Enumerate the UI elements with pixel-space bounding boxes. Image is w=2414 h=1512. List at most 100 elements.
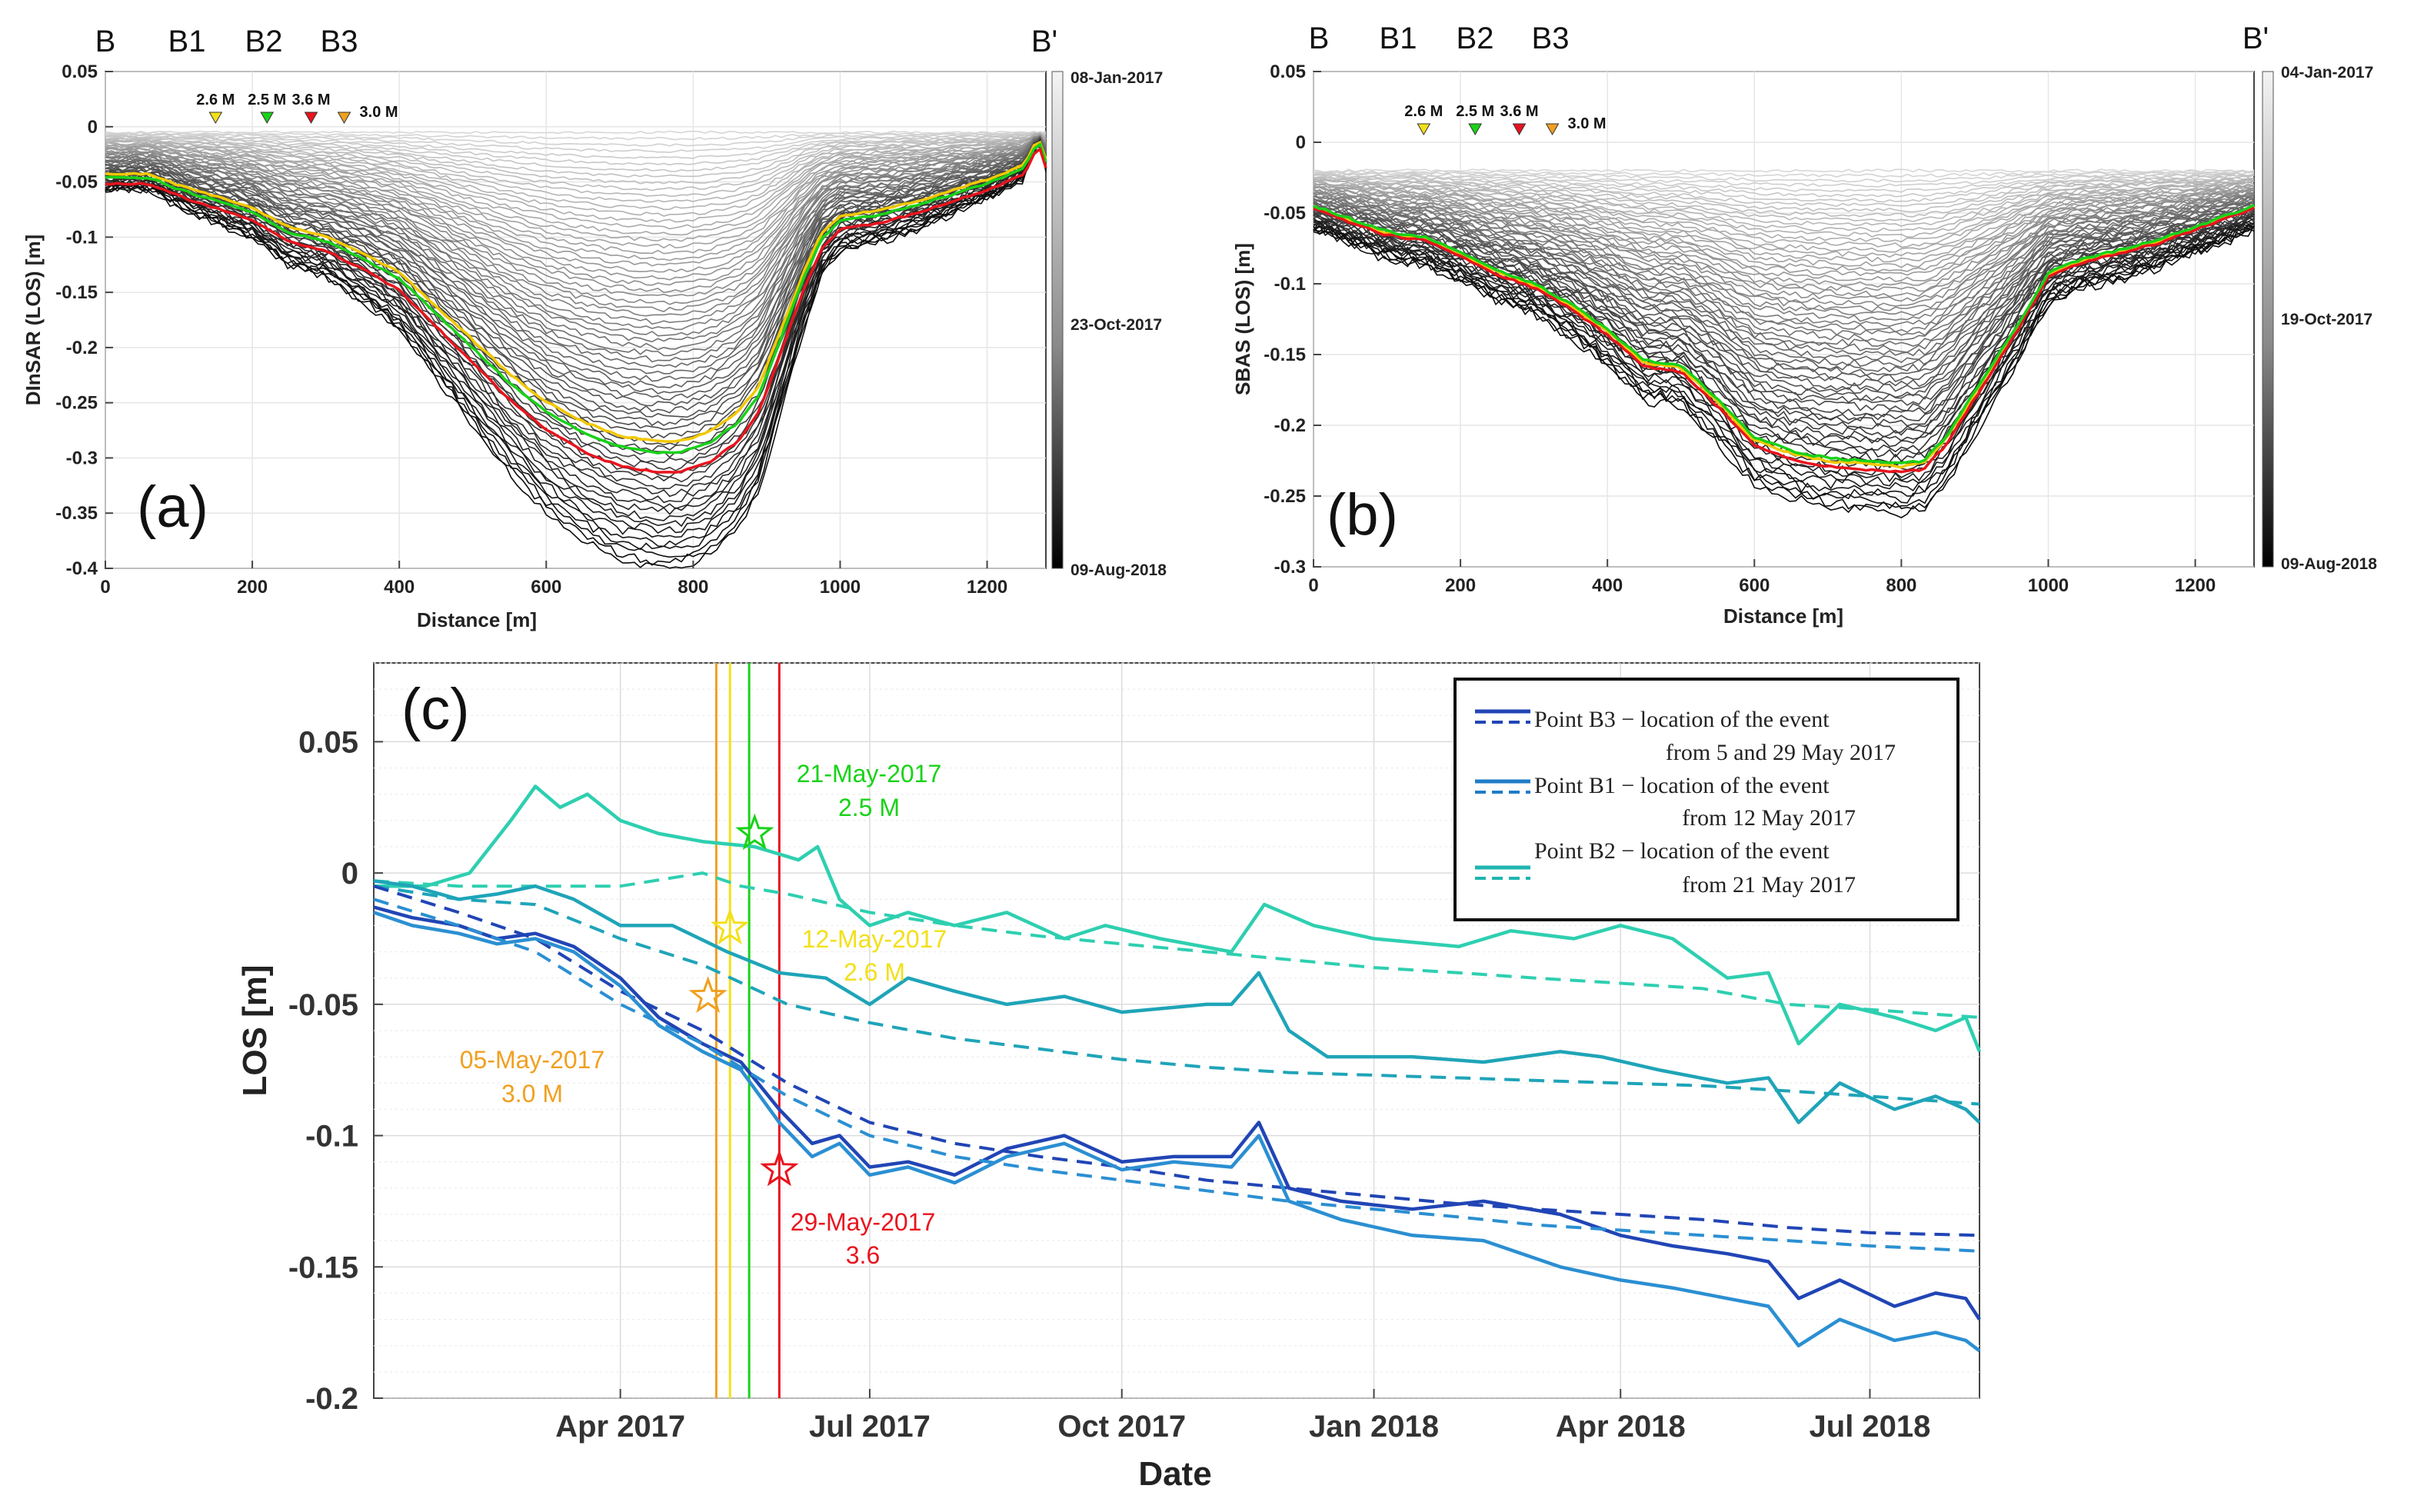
b-history-profile: [1313, 176, 2255, 222]
legend-b3-label: Point B3 − location of the event: [1534, 707, 1830, 732]
a-magnitude-marker: [208, 112, 223, 125]
panel-c-chart: Apr 2017 Jul 2017 Oct 2017 Jan 2018 Apr 2018…: [236, 662, 1982, 1493]
b-y-tick-label: 0: [1296, 132, 1306, 153]
event-label-29may-date: 29-May-2017: [791, 1208, 936, 1236]
a-y-axis-label: DInSAR (LOS) [m]: [22, 235, 45, 405]
b-magnitude-label: 2.6 M: [1404, 103, 1443, 120]
b-history-profile: [1313, 191, 2255, 317]
legend-b2-sublabel: from 21 May 2017: [1682, 872, 1856, 898]
c-x-tick-label: Jul 2018: [1810, 1410, 1931, 1444]
b-history-profile: [1313, 201, 2255, 364]
b-x-tick-label: 400: [1592, 575, 1623, 596]
c-x-tick-label: Jul 2017: [809, 1410, 931, 1444]
a-y-tick-label: 0: [88, 117, 98, 138]
a-x-tick-label: 400: [384, 577, 415, 598]
c-x-axis-label: Date: [1138, 1455, 1211, 1493]
a-x-tick-label: 1000: [820, 577, 861, 598]
b-history-profile: [1313, 198, 2255, 357]
a-magnitude-marker: [304, 112, 318, 125]
legend-b1-label: Point B1 − location of the event: [1534, 773, 1830, 798]
a-history-profile: [105, 136, 1047, 325]
c-series-line: [373, 871, 1980, 1019]
b-x-tick-label: 0: [1308, 575, 1318, 596]
a-y-tick-label: -0.05: [55, 172, 98, 193]
b-history-profile: [1313, 192, 2255, 313]
a-history-profile: [105, 135, 1047, 337]
b-history-profile: [1313, 175, 2255, 207]
c-legend: Point B3 − location of the event from 5 …: [1453, 678, 1960, 921]
b-history-profile: [1313, 170, 2255, 183]
c-y-axis-label: LOS [m]: [236, 964, 274, 1096]
b-history-profile: [1313, 206, 2255, 398]
b-y-tick-label: -0.3: [1274, 557, 1306, 578]
a-colorbar: [1051, 71, 1064, 569]
c-x-tick-label: Jan 2018: [1309, 1410, 1439, 1444]
a-history-profile: [105, 138, 1047, 490]
a-history-profile: [105, 131, 1047, 147]
c-series-line: [374, 784, 1982, 1053]
event-label-21may-date: 21-May-2017: [797, 760, 942, 788]
b-history-profile: [1313, 178, 2255, 227]
legend-b1-sublabel: from 12 May 2017: [1682, 805, 1856, 831]
a-point-label-b2: B2: [245, 25, 283, 58]
a-history-profile: [105, 147, 1047, 569]
b-history-profile: [1313, 188, 2255, 292]
b-y-tick-label: -0.2: [1274, 415, 1306, 436]
a-magnitude-label: 3.0 M: [360, 104, 398, 121]
a-history-profile: [105, 138, 1047, 343]
c-series-line: [373, 905, 1981, 1321]
c-series-line: [373, 911, 1981, 1353]
a-history-profile: [105, 141, 1047, 427]
a-x-tick-label: 0: [100, 577, 110, 598]
a-magnitude-label: 2.6 M: [196, 92, 235, 108]
b-y-tick-label: -0.05: [1264, 203, 1306, 224]
panel-a-chart: 0 200 400 600 800 1000 1200 0.05 0 -0.05 -0.1 -0.1…: [22, 25, 1167, 631]
legend-b2-label: Point B2 − location of the event: [1534, 838, 1830, 864]
a-history-profile: [105, 133, 1047, 191]
b-history-profile: [1313, 224, 2255, 491]
a-event-profile: [105, 140, 1047, 443]
a-history-profile: [105, 133, 1047, 197]
c-y-tick-label: -0.2: [305, 1382, 358, 1416]
b-history-profile: [1313, 211, 2255, 434]
b-history-profile: [1313, 172, 2255, 193]
b-x-tick-label: 1200: [2175, 575, 2216, 596]
b-history-profile: [1313, 185, 2255, 258]
c-series-line: [373, 879, 1981, 1124]
b-history-profile: [1313, 181, 2255, 248]
b-point-label-b2: B2: [1457, 22, 1494, 55]
a-history-profile: [105, 135, 1047, 286]
event-star-marker: [735, 813, 774, 851]
event-label-29may-magnitude: 3.6: [846, 1241, 880, 1269]
b-colorbar-middle-label: 19-Oct-2017: [2281, 311, 2372, 328]
a-magnitude-label: 2.5 M: [248, 92, 286, 108]
b-magnitude-marker: [1512, 123, 1527, 136]
event-label-05may-magnitude: 3.0 M: [501, 1080, 563, 1107]
b-history-profile: [1313, 198, 2255, 347]
b-history-profile: [1313, 225, 2255, 518]
b-colorbar-bottom-label: 09-Aug-2018: [2281, 555, 2377, 573]
panel-b-chart: 0 200 400 600 800 1000 1200 0.05 0 -0.05 -0.1 -0.1…: [1231, 22, 2377, 628]
a-x-axis-label: Distance [m]: [417, 608, 537, 631]
a-history-profile: [105, 135, 1047, 395]
b-history-profile: [1313, 206, 2255, 392]
b-event-profile: [1313, 206, 2255, 474]
a-history-profile: [105, 135, 1047, 281]
a-y-tick-label: -0.4: [66, 558, 98, 579]
b-history-profile: [1313, 186, 2255, 276]
event-star-marker: [688, 976, 728, 1013]
b-history-profile: [1313, 224, 2255, 504]
a-history-profile: [105, 134, 1047, 242]
a-history-profile: [105, 135, 1047, 317]
a-magnitude-marker: [260, 112, 275, 125]
a-history-profile: [105, 132, 1047, 178]
c-panel-label: (c): [401, 677, 470, 742]
c-series-line: [373, 898, 1980, 1253]
b-panel-label: (b): [1327, 482, 1398, 548]
a-history-profile: [105, 138, 1047, 414]
a-history-profile: [105, 136, 1047, 357]
a-history-profile: [105, 139, 1047, 551]
a-history-profile: [105, 132, 1047, 230]
a-point-label-b: B: [95, 25, 116, 58]
a-history-profile: [105, 134, 1047, 185]
